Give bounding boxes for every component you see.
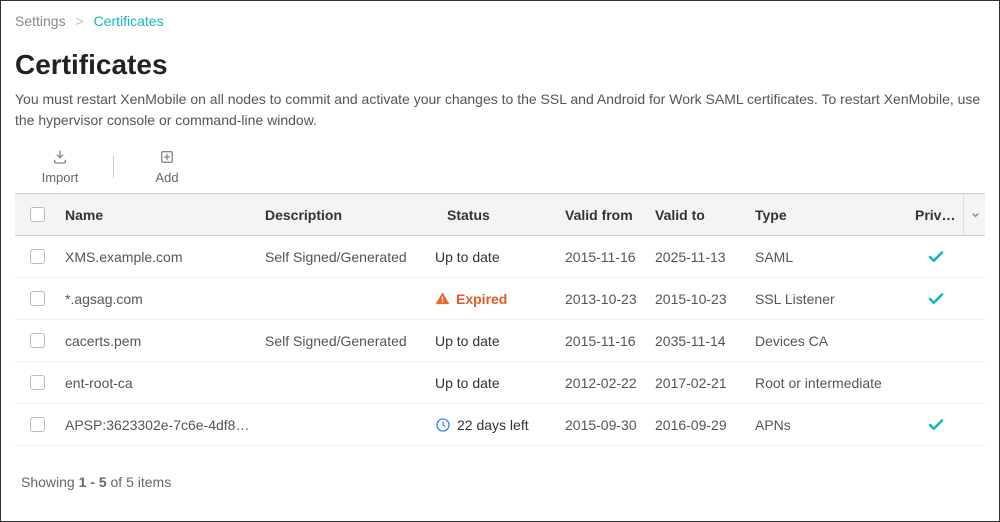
table-row[interactable]: cacerts.pemSelf Signed/GeneratedUp to da… <box>15 320 985 362</box>
header-expand-toggle[interactable] <box>963 194 987 235</box>
header-select-all[interactable] <box>15 207 59 222</box>
checkbox-icon <box>30 249 45 264</box>
cell-valid-to: 2035-11-14 <box>649 333 749 349</box>
header-name[interactable]: Name <box>59 207 259 223</box>
cell-private-key <box>909 416 963 434</box>
cell-name: ent-root-ca <box>59 375 259 391</box>
cell-status: Up to date <box>429 333 559 349</box>
chevron-down-icon <box>970 209 981 221</box>
cell-name: cacerts.pem <box>59 333 259 349</box>
cell-status: Expired <box>429 291 559 307</box>
breadcrumb: Settings > Certificates <box>15 13 985 29</box>
cell-valid-to: 2025-11-13 <box>649 249 749 265</box>
cell-type: APNs <box>749 417 909 433</box>
cell-type: SAML <box>749 249 909 265</box>
table-row[interactable]: ent-root-ca Up to date2012-02-222017-02-2… <box>15 362 985 404</box>
toolbar-divider <box>113 156 114 178</box>
cell-valid-from: 2015-11-16 <box>559 249 649 265</box>
cell-valid-from: 2013-10-23 <box>559 291 649 307</box>
breadcrumb-sep: > <box>75 13 83 29</box>
add-label: Add <box>155 170 178 185</box>
cell-status: Up to date <box>429 249 559 265</box>
certificates-table: Name Description Status Valid from Valid… <box>15 193 985 446</box>
cell-status: Up to date <box>429 375 559 391</box>
toolbar: Import Add <box>15 149 985 193</box>
row-select[interactable] <box>15 291 59 306</box>
row-select[interactable] <box>15 417 59 432</box>
table-row[interactable]: *.agsag.com Expired2013-10-232015-10-23SS… <box>15 278 985 320</box>
cell-status: 22 days left <box>429 417 559 433</box>
cell-valid-to: 2016-09-29 <box>649 417 749 433</box>
header-type[interactable]: Type <box>749 207 909 223</box>
breadcrumb-parent[interactable]: Settings <box>15 13 66 29</box>
row-select[interactable] <box>15 333 59 348</box>
breadcrumb-current: Certificates <box>94 13 164 29</box>
cell-name: APSP:3623302e-7c6e-4df8-aa96 <box>59 417 259 433</box>
row-select[interactable] <box>15 375 59 390</box>
page-description: You must restart XenMobile on all nodes … <box>15 89 985 131</box>
table-row[interactable]: XMS.example.comSelf Signed/GeneratedUp t… <box>15 236 985 278</box>
cell-valid-from: 2012-02-22 <box>559 375 649 391</box>
checkmark-icon <box>927 416 945 434</box>
cell-type: SSL Listener <box>749 291 909 307</box>
page-title: Certificates <box>15 49 985 81</box>
import-button[interactable]: Import <box>35 149 85 185</box>
clock-icon <box>435 417 451 433</box>
header-valid-to[interactable]: Valid to <box>649 207 749 223</box>
cell-valid-from: 2015-09-30 <box>559 417 649 433</box>
pagination-status: Showing 1 - 5 of 5 items <box>15 474 985 490</box>
checkbox-icon <box>30 375 45 390</box>
add-button[interactable]: Add <box>142 149 192 185</box>
checkmark-icon <box>927 290 945 308</box>
add-icon <box>159 149 175 168</box>
table-row[interactable]: APSP:3623302e-7c6e-4df8-aa96 22 days left… <box>15 404 985 446</box>
row-select[interactable] <box>15 249 59 264</box>
cell-name: XMS.example.com <box>59 249 259 265</box>
header-private-key[interactable]: Private key <box>909 207 963 223</box>
cell-name: *.agsag.com <box>59 291 259 307</box>
checkbox-icon <box>30 417 45 432</box>
cell-type: Devices CA <box>749 333 909 349</box>
cell-description: Self Signed/Generated <box>259 333 429 349</box>
cell-private-key <box>909 248 963 266</box>
checkbox-icon <box>30 291 45 306</box>
cell-valid-to: 2015-10-23 <box>649 291 749 307</box>
cell-valid-from: 2015-11-16 <box>559 333 649 349</box>
checkbox-icon <box>30 207 45 222</box>
cell-private-key <box>909 290 963 308</box>
cell-valid-to: 2017-02-21 <box>649 375 749 391</box>
header-description[interactable]: Description <box>259 207 429 223</box>
table-header-row: Name Description Status Valid from Valid… <box>15 194 985 236</box>
cell-type: Root or intermediate <box>749 375 909 391</box>
warning-icon <box>435 291 450 306</box>
import-label: Import <box>42 170 79 185</box>
checkmark-icon <box>927 248 945 266</box>
import-icon <box>52 149 68 168</box>
cell-description: Self Signed/Generated <box>259 249 429 265</box>
header-valid-from[interactable]: Valid from <box>559 207 649 223</box>
header-status[interactable]: Status <box>429 207 559 223</box>
checkbox-icon <box>30 333 45 348</box>
